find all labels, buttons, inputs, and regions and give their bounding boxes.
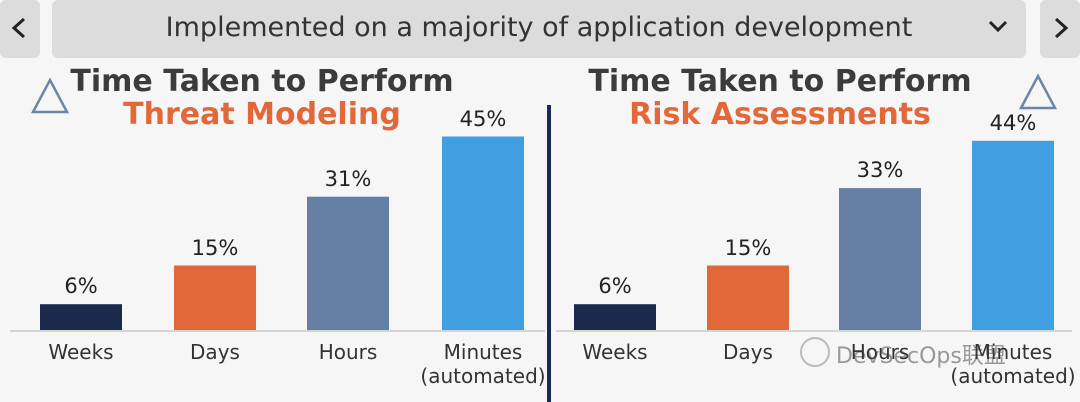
- value-label: 6%: [598, 274, 632, 299]
- bar: [442, 136, 524, 330]
- dropdown[interactable]: [52, 0, 1026, 58]
- value-label: 6%: [64, 274, 98, 299]
- next-button[interactable]: [1040, 0, 1080, 58]
- value-label: 31%: [324, 166, 372, 191]
- bar: [307, 196, 389, 330]
- watermark-icon: [800, 337, 830, 367]
- chart-title: Time Taken to Perform: [588, 64, 972, 99]
- bar: [707, 265, 789, 330]
- watermark: DevSecOps联盟: [836, 344, 1006, 369]
- chart-title: Time Taken to Perform: [70, 64, 454, 99]
- bar: [574, 304, 656, 330]
- next-icon: [1054, 17, 1069, 39]
- bar: [972, 140, 1054, 330]
- x-tick-label: Weeks: [582, 340, 648, 364]
- prev-button[interactable]: [0, 0, 40, 58]
- x-tick-label: Minutes (automated): [420, 340, 546, 388]
- value-label: 15%: [724, 235, 772, 260]
- bar: [40, 304, 122, 330]
- bar: [839, 188, 921, 330]
- value-label: 15%: [191, 235, 239, 260]
- chart-subtitle: Threat Modeling: [123, 97, 401, 132]
- x-tick-label: Days: [723, 340, 773, 364]
- value-label: 33%: [856, 158, 904, 183]
- x-tick-label: Days: [190, 340, 240, 364]
- triangle-icon: [30, 77, 70, 114]
- value-label: 45%: [459, 106, 507, 131]
- dropdown-icon: [988, 20, 1008, 33]
- x-tick-label: Hours: [318, 340, 378, 364]
- triangle-icon: [1018, 73, 1058, 110]
- x-tick-label: Hours: [850, 340, 910, 364]
- header-title: Implemented on a majority of application…: [165, 12, 913, 43]
- value-label: 44%: [989, 110, 1037, 135]
- chart-subtitle: Risk Assessments: [629, 97, 931, 132]
- x-tick-label: Weeks: [48, 340, 114, 364]
- prev-icon: [11, 17, 26, 39]
- x-tick-label: Minutes (automated): [950, 340, 1076, 388]
- bar: [174, 265, 256, 330]
